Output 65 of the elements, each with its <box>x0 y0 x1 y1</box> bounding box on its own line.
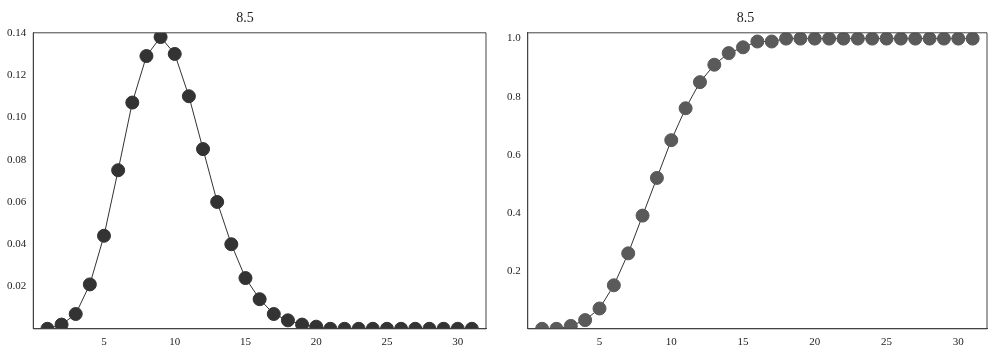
x-tick-label: 30 <box>952 335 965 348</box>
point <box>764 34 779 49</box>
point <box>936 32 951 46</box>
point <box>721 46 736 61</box>
x-tick-label: 5 <box>101 335 108 348</box>
x-tick-label: 20 <box>310 335 323 348</box>
x-tick-label: 15 <box>239 335 252 348</box>
point <box>965 32 980 46</box>
point <box>592 301 607 316</box>
point <box>707 57 722 72</box>
x-tick-label: 25 <box>881 335 893 348</box>
point <box>908 32 923 46</box>
point <box>295 317 310 329</box>
y-tick-label: 0.04 <box>7 237 27 250</box>
point <box>664 133 679 148</box>
point <box>96 228 111 243</box>
x-tick-label: 20 <box>809 335 821 348</box>
y-tick-label: 0.14 <box>7 25 27 38</box>
point <box>167 46 182 61</box>
point <box>750 34 765 49</box>
y-tick-label: 0.02 <box>7 279 27 292</box>
y-tick-label: 0.4 <box>507 205 522 218</box>
x-tick-label: 25 <box>381 335 393 348</box>
x-tick-label: 30 <box>452 335 464 348</box>
y-tick-label: 0.8 <box>507 89 522 102</box>
y-tick-label: 0.08 <box>7 152 27 165</box>
point <box>893 32 908 46</box>
chart-title: 8.5 <box>736 10 755 26</box>
y-tick-label: 0.06 <box>7 194 27 207</box>
point <box>951 32 966 46</box>
y-tick-label: 0.6 <box>507 147 522 160</box>
y-tick-label: 1.0 <box>507 31 522 44</box>
point <box>793 32 808 46</box>
point <box>635 208 650 223</box>
point <box>578 313 593 328</box>
point <box>822 32 837 46</box>
x-tick-label: 10 <box>665 335 678 348</box>
point <box>181 89 196 104</box>
point <box>850 32 865 46</box>
point <box>779 32 794 46</box>
point <box>836 32 851 46</box>
point <box>139 49 154 64</box>
point <box>692 75 707 90</box>
point <box>196 142 211 157</box>
point <box>621 246 636 261</box>
point <box>807 32 822 46</box>
point <box>606 278 621 293</box>
y-tick-label: 0.12 <box>7 67 27 80</box>
point <box>879 32 894 46</box>
point <box>54 317 69 329</box>
point <box>649 170 664 185</box>
point <box>736 40 751 55</box>
point <box>125 95 140 110</box>
point <box>678 101 693 116</box>
point <box>210 194 225 209</box>
y-tick-label: 0.10 <box>7 110 27 123</box>
point <box>865 32 880 46</box>
x-tick-label: 10 <box>169 335 181 348</box>
point <box>111 163 126 178</box>
chart-title: 8.5 <box>236 10 254 26</box>
point <box>922 32 937 46</box>
x-tick-label: 15 <box>737 335 750 348</box>
point <box>153 32 168 45</box>
x-tick-label: 5 <box>596 335 603 348</box>
y-tick-label: 0.2 <box>507 263 521 276</box>
